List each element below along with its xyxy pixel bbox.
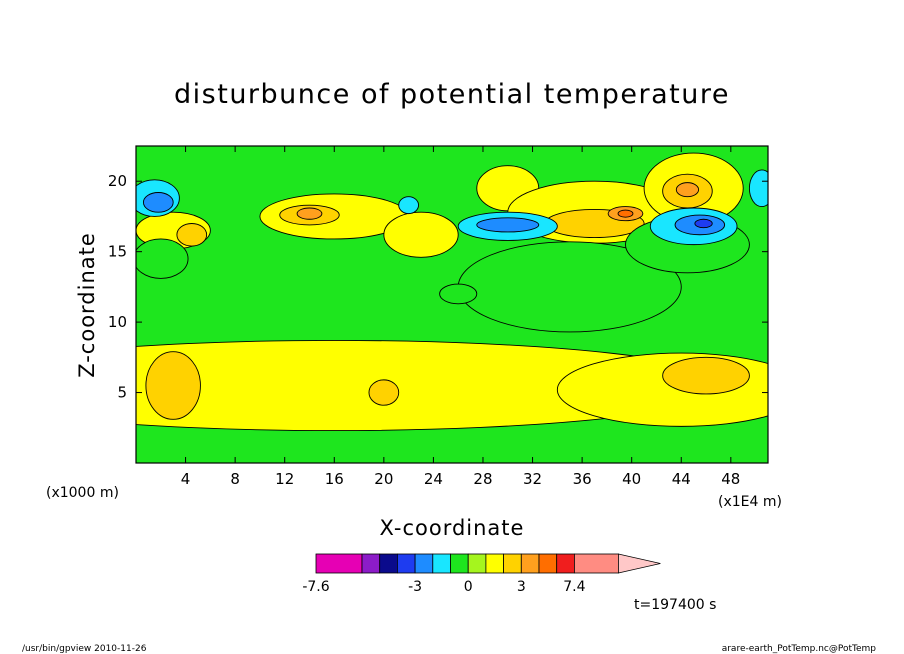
x-tick-label: 48 xyxy=(721,470,740,488)
x-tick-label: 24 xyxy=(424,470,443,488)
colorbar-box xyxy=(379,553,398,574)
x-tick-label: 32 xyxy=(523,470,542,488)
y-tick-label: 20 xyxy=(108,172,127,190)
time-label: t=197400 s xyxy=(634,597,716,613)
colorbar-box xyxy=(556,553,575,574)
y-tick-label: 10 xyxy=(108,313,127,331)
y-axis-unit: (x1000 m) xyxy=(46,485,119,501)
colorbar-box xyxy=(432,553,451,574)
footer-left: /usr/bin/gpview 2010-11-26 xyxy=(22,644,147,654)
contour-region-7 xyxy=(296,207,323,220)
colorbar-tick-label: -7.6 xyxy=(302,579,329,595)
contour-region-13 xyxy=(617,209,634,218)
y-tick-label: 5 xyxy=(117,384,127,402)
colorbar-tick-label: 3 xyxy=(517,579,526,595)
contour-region-31 xyxy=(748,169,768,208)
contour-regions xyxy=(136,152,768,432)
colorbar-box xyxy=(574,553,619,574)
contour-region-22 xyxy=(136,238,189,279)
x-tick-label: 20 xyxy=(374,470,393,488)
x-tick-label: 28 xyxy=(473,470,492,488)
colorbar-box xyxy=(485,553,504,574)
contour-region-24 xyxy=(476,217,540,233)
colorbar-box xyxy=(396,553,416,574)
contour-region-29 xyxy=(142,192,174,213)
plot-area xyxy=(135,145,769,464)
x-tick-label: 36 xyxy=(573,470,592,488)
x-axis-label: X-coordinate xyxy=(380,516,525,540)
contour-region-2 xyxy=(145,351,201,420)
contour-region-16 xyxy=(675,182,700,198)
x-tick-label: 40 xyxy=(622,470,641,488)
plot-frame xyxy=(135,145,769,464)
x-tick-label: 8 xyxy=(230,470,240,488)
x-tick-label: 4 xyxy=(181,470,191,488)
y-axis: 5 10 15 20 xyxy=(108,172,768,402)
colorbar-box xyxy=(503,553,522,574)
colorbar-tick-label: 0 xyxy=(464,579,473,595)
y-axis-label: Z-coordinate xyxy=(75,232,99,378)
contour-region-30 xyxy=(398,196,419,215)
chart-title: disturbunce of potential temperature xyxy=(174,79,730,110)
colorbar-box xyxy=(520,553,540,574)
x-axis-unit: (x1E4 m) xyxy=(718,494,782,510)
x-tick-label: 44 xyxy=(672,470,691,488)
contour-region-8 xyxy=(383,211,459,258)
colorbar-box xyxy=(315,553,363,574)
colorbar-box xyxy=(361,553,381,574)
y-tick-label: 15 xyxy=(108,243,127,261)
colorbar-tick-label: 7.4 xyxy=(563,579,585,595)
colorbar-box xyxy=(450,553,469,574)
contour-region-27 xyxy=(694,218,713,229)
contour-region-3 xyxy=(662,356,750,395)
x-tick-label: 12 xyxy=(275,470,294,488)
contour-region-21 xyxy=(439,283,478,305)
footer-right: arare-earth_PotTemp.nc@PotTemp xyxy=(722,644,877,654)
contour-region-4 xyxy=(368,379,400,406)
colorbar-box xyxy=(467,553,487,574)
colorbar-extend-arrow xyxy=(618,553,661,574)
colorbar-box xyxy=(414,553,434,574)
x-tick-label: 16 xyxy=(325,470,344,488)
colorbar-tick-label: -3 xyxy=(408,579,422,595)
contour-region-18 xyxy=(176,223,208,247)
colorbar-box xyxy=(538,553,558,574)
x-axis: 4 8 12 16 20 24 28 32 36 40 44 48 xyxy=(181,146,740,488)
colorbar: -7.6 -3 0 3 7.4 xyxy=(302,553,661,595)
